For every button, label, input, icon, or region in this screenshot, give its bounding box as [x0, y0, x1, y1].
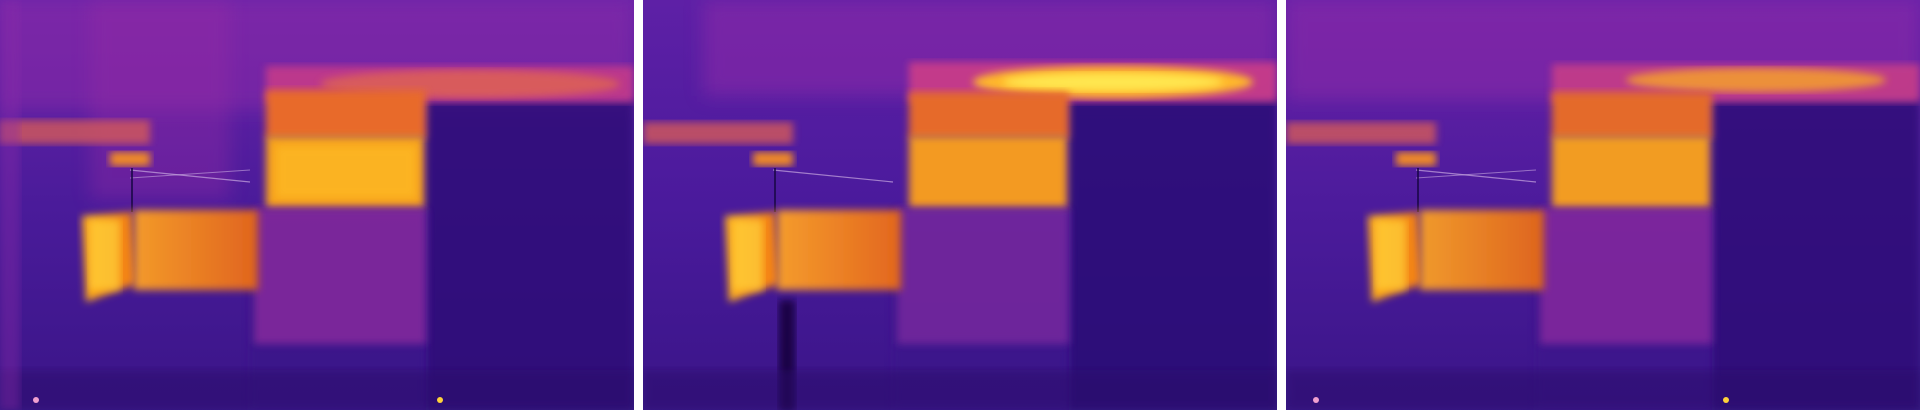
thermal-panel-1: [0, 0, 634, 410]
left-shelf-glow: [0, 120, 150, 144]
dark-wall-region: [426, 100, 634, 410]
thermal-scene-1: [0, 0, 634, 410]
thermal-panel-2: [643, 0, 1277, 410]
hot-oven-door-right: [134, 210, 258, 290]
thermal-scene-3: [1286, 0, 1920, 410]
thermal-scene-2: [643, 0, 1277, 410]
lower-cabinet: [254, 208, 426, 344]
hot-oven-door-right: [1420, 210, 1544, 290]
hot-panel-block: [1552, 136, 1710, 208]
hot-panel-block: [909, 136, 1067, 208]
warm-cabinet-top: [266, 90, 426, 138]
hot-oven-door-right: [777, 210, 901, 290]
thermal-panel-3: [1286, 0, 1920, 410]
